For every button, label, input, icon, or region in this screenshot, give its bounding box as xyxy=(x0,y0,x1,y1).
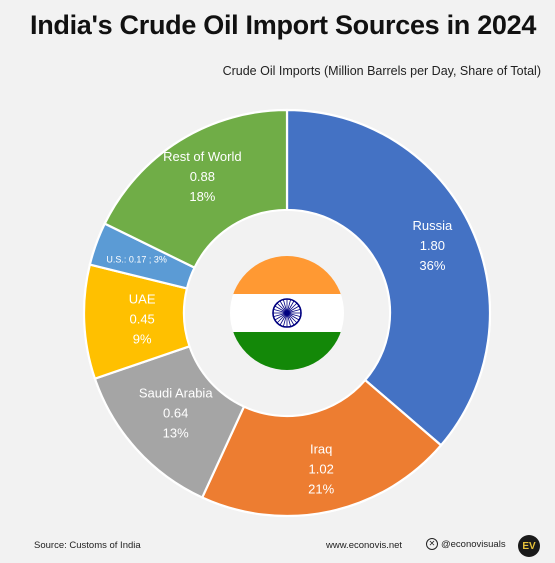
label-iraq-share: 21% xyxy=(308,481,334,496)
econovis-logo: EV xyxy=(518,535,540,557)
label-saudi-arabia-name: Saudi Arabia xyxy=(139,386,213,401)
social-handle-text: @econovisuals xyxy=(441,538,506,550)
source-note: Source: Customs of India xyxy=(34,540,141,551)
label-rest-of-world-share: 18% xyxy=(189,189,215,204)
label-rest-of-world-value: 0.88 xyxy=(190,169,215,184)
donut-labels: Russia 1.80 36% Iraq 1.02 21% Saudi Arabia 0.64… xyxy=(106,149,453,496)
chart-title: India's Crude Oil Import Sources in 2024 xyxy=(30,10,537,40)
website-link[interactable]: www.econovis.net xyxy=(326,540,403,551)
label-rest-of-world-name: Rest of World xyxy=(163,149,242,164)
x-icon: ✕ xyxy=(426,538,438,550)
label-u-s: U.S.: 0.17 ; 3% xyxy=(106,254,167,264)
center-flag xyxy=(185,211,389,415)
label-uae-name: UAE xyxy=(129,291,156,306)
slice-rest-of-world[interactable] xyxy=(103,108,289,270)
social-handle[interactable]: ✕ @econovisuals xyxy=(426,538,506,550)
label-iraq-name: Iraq xyxy=(310,441,332,456)
label-uae-share: 9% xyxy=(133,331,152,346)
label-saudi-arabia-value: 0.64 xyxy=(163,406,188,421)
label-iraq-value: 1.02 xyxy=(309,461,334,476)
ashoka-chakra-icon xyxy=(272,298,302,328)
label-russia-value: 1.80 xyxy=(420,238,445,253)
chart-subtitle: Crude Oil Imports (Million Barrels per D… xyxy=(222,64,541,78)
label-russia-name: Russia xyxy=(413,218,454,233)
label-uae-value: 0.45 xyxy=(129,311,154,326)
label-russia-share: 36% xyxy=(419,258,445,273)
slice-russia[interactable] xyxy=(285,108,492,447)
slice-iraq[interactable] xyxy=(200,378,443,518)
label-saudi-arabia-share: 13% xyxy=(163,426,189,441)
